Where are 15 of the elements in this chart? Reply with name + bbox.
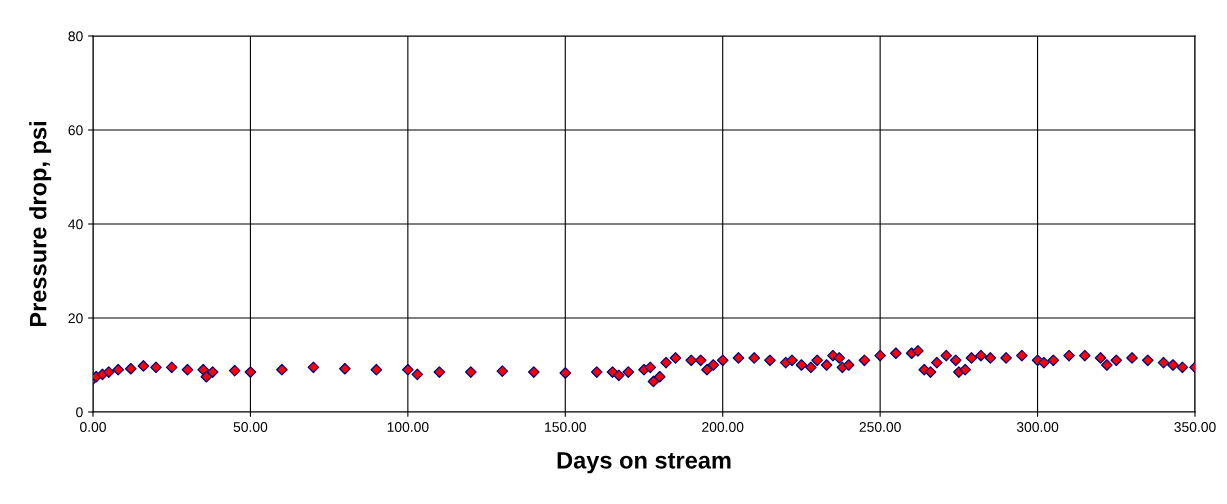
x-tick-label: 150.00 <box>545 422 586 432</box>
y-tick-label: 80 <box>68 31 83 42</box>
y-tick-label: 40 <box>68 219 83 230</box>
y-tick-label: 20 <box>68 313 83 324</box>
y-tick-label: 60 <box>68 125 83 136</box>
x-tick-label: 200.00 <box>702 422 744 432</box>
x-tick-label: 250.00 <box>859 422 901 432</box>
x-tick-label: 350.00 <box>1174 422 1216 432</box>
x-axis-title: Days on stream <box>557 452 731 474</box>
x-tick-label: 300.00 <box>1016 422 1059 432</box>
x-tick-label: 50.00 <box>233 422 268 432</box>
y-axis-title: Pressure drop, psi <box>29 122 52 327</box>
x-tick-label: 0.00 <box>80 422 106 432</box>
y-tick-label: 0 <box>76 407 83 418</box>
x-tick-label: 100.00 <box>387 422 429 432</box>
